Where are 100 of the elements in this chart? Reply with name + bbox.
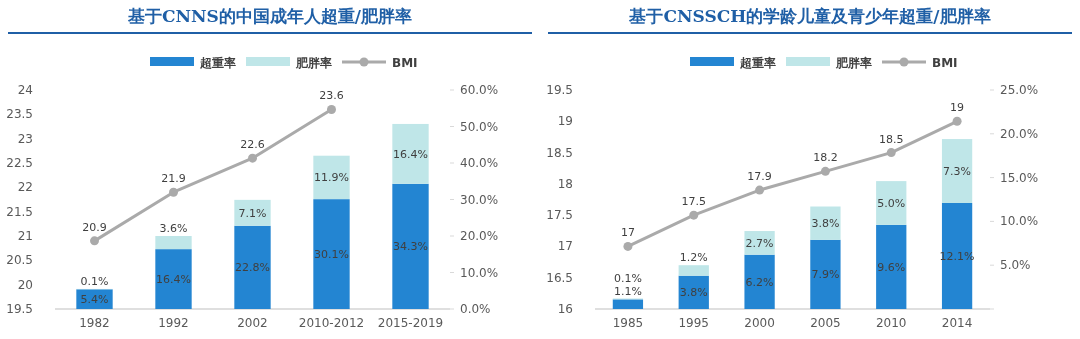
legend-label: 超重率 — [199, 56, 236, 70]
data-label: 0.1% — [80, 274, 109, 288]
y-tick-label: 20.5 — [6, 253, 33, 268]
y-tick-label: 19.5 — [6, 302, 33, 316]
data-label: 22.8% — [235, 261, 270, 275]
y-tick-label: 16 — [557, 302, 573, 316]
point — [623, 241, 633, 251]
data-label: 6.2% — [745, 275, 774, 289]
data-label: 21.9 — [161, 172, 186, 186]
point — [952, 116, 962, 126]
data-label: 16.4% — [156, 273, 191, 287]
data-label: 17.5 — [681, 195, 706, 209]
bar — [876, 181, 907, 225]
bar — [234, 199, 271, 226]
data-label: 17 — [620, 226, 635, 240]
data-label: 19 — [950, 101, 965, 115]
y2-tick-label: 30.0% — [460, 192, 499, 207]
y2-tick-label: 40.0% — [460, 156, 499, 170]
y-tick-label: 18 — [557, 176, 573, 191]
point — [820, 166, 830, 176]
y2-tick-label: 0.0% — [460, 302, 491, 316]
x-tick-label: 1992 — [158, 316, 189, 330]
data-label: 7.9% — [811, 268, 840, 282]
legend-label: BMI — [392, 56, 418, 70]
legend-label: 肥胖率 — [835, 56, 872, 70]
y-tick-label: 24 — [17, 83, 33, 97]
x-tick-label: 2000 — [744, 316, 775, 330]
x-tick-label: 2005 — [810, 316, 841, 330]
y-tick-label: 19 — [557, 114, 573, 129]
x-tick-label: 1995 — [678, 316, 710, 330]
point — [169, 187, 178, 197]
y-tick-label: 16.5 — [546, 270, 573, 285]
y2-tick-label: 5.0% — [1000, 258, 1031, 273]
bar — [941, 203, 973, 309]
bar — [876, 224, 907, 309]
bar — [313, 199, 350, 309]
data-label: 7.3% — [943, 165, 972, 179]
data-label: 11.9% — [314, 171, 349, 185]
y-tick-label: 19.5 — [546, 83, 573, 97]
data-label: 7.1% — [238, 206, 267, 220]
bar — [678, 265, 709, 276]
data-label: 3.8% — [811, 217, 840, 231]
y2-tick-label: 60.0% — [460, 83, 499, 97]
bar — [392, 183, 429, 309]
y2-tick-label: 20.0% — [1000, 126, 1039, 141]
data-label: 3.8% — [679, 286, 708, 300]
data-label: 5.4% — [80, 293, 109, 307]
data-label: 3.6% — [159, 222, 188, 235]
y-tick-label: 23.5 — [6, 107, 33, 122]
x-tick-label: 2010 — [875, 316, 907, 330]
y2-tick-label: 20.0% — [460, 229, 499, 243]
y-tick-label: 20 — [17, 277, 33, 292]
bar — [234, 225, 271, 309]
y2-tick-label: 10.0% — [460, 265, 499, 280]
bar — [392, 123, 429, 184]
point — [755, 185, 765, 195]
x-tick-label: 1982 — [79, 316, 110, 330]
legend-label: BMI — [932, 56, 958, 70]
data-label: 5.0% — [877, 197, 906, 210]
bar — [313, 155, 350, 200]
y-tick-label: 21.5 — [6, 204, 33, 219]
data-label: 2.7% — [745, 236, 774, 250]
data-label: 18.2 — [813, 151, 838, 165]
x-tick-label: 2014 — [941, 316, 973, 330]
point — [248, 153, 257, 163]
bar — [810, 239, 841, 309]
y2-tick-label: 10.0% — [1000, 214, 1039, 229]
y-tick-label: 17 — [557, 239, 573, 254]
x-tick-label: 2015-2019 — [377, 316, 444, 330]
x-tick-label: 2002 — [237, 316, 268, 330]
bar — [155, 249, 192, 309]
data-label: 0.1% — [613, 272, 642, 286]
bar — [612, 299, 644, 309]
data-label: 34.3% — [393, 240, 428, 254]
data-label: 23.6 — [319, 89, 344, 103]
data-label: 20.9 — [82, 220, 107, 234]
y-tick-label: 22.5 — [6, 156, 33, 170]
y-tick-label: 22 — [17, 180, 33, 195]
y2-tick-label: 25.0% — [1000, 83, 1039, 97]
y-tick-label: 23 — [17, 131, 33, 146]
bar — [744, 254, 775, 309]
x-tick-label: 1985 — [612, 316, 644, 330]
data-label: 1.2% — [679, 251, 708, 265]
data-label: 16.4% — [393, 147, 428, 161]
y-tick-label: 21 — [17, 229, 33, 243]
bar — [941, 139, 973, 203]
bar — [155, 236, 192, 250]
x-tick-label: 2010-2012 — [298, 316, 365, 330]
data-label: 30.1% — [314, 248, 349, 262]
point — [689, 210, 699, 220]
y2-tick-label: 50.0% — [460, 119, 499, 134]
data-label: 22.6 — [240, 138, 265, 152]
point — [327, 104, 336, 114]
data-label: 18.5 — [879, 132, 904, 146]
chart-title: 基于CNSSCH的学龄儿童及青少年超重/肥胖率 — [628, 6, 991, 26]
data-label: 1.1% — [613, 285, 642, 299]
y-tick-label: 18.5 — [546, 145, 573, 160]
data-label: 9.6% — [877, 260, 906, 274]
legend-label: 肥胖率 — [295, 56, 332, 70]
legend-label: 超重率 — [739, 56, 776, 70]
